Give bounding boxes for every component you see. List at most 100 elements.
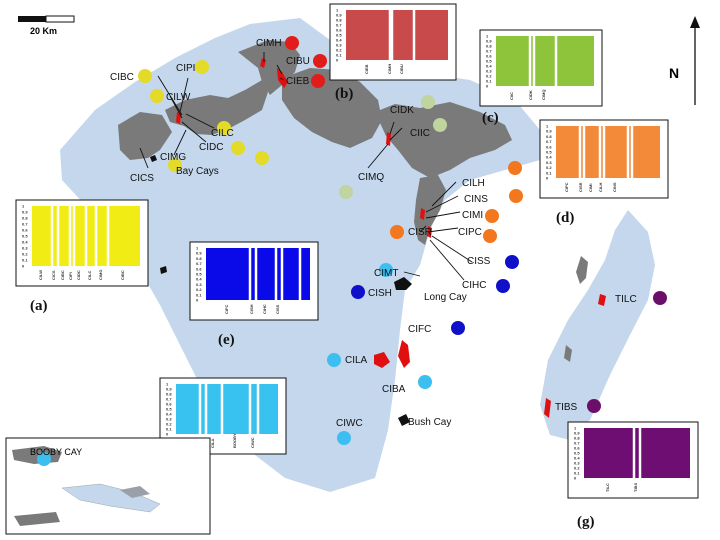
panel-ytick: 0.6 xyxy=(574,446,580,451)
east-caicos xyxy=(375,102,512,178)
site-label-ciwc: CIWC xyxy=(336,418,363,429)
grand-turk xyxy=(576,256,588,284)
panel-ytick: 0.7 xyxy=(486,49,492,54)
north-arrow: N xyxy=(669,16,700,105)
panel-ytick: 0.5 xyxy=(22,234,28,239)
site-dot-cifc[interactable] xyxy=(451,321,465,335)
panel-ytick: 0.9 xyxy=(336,13,342,18)
panel-ytick: 0.9 xyxy=(546,129,552,134)
site-dot-cieb[interactable] xyxy=(311,74,325,88)
site-dot-tilc[interactable] xyxy=(653,291,667,305)
panel-xtick: CIFC xyxy=(224,305,229,314)
panel-ytick: 0.6 xyxy=(486,54,492,59)
site-dot-cibu[interactable] xyxy=(313,54,327,68)
panel-b: 10.90.80.70.60.50.40.30.20.10 CIEB CIMH CIB… xyxy=(329,3,457,102)
site-labels: CIMH CIBU CIEB CIPI CIBC CILW CILC CIDC … xyxy=(110,38,637,429)
site-dot-cilh[interactable] xyxy=(508,161,522,175)
site-dot-cilw[interactable] xyxy=(150,89,164,103)
panel-ytick: 0.3 xyxy=(546,160,552,165)
panel-ytick: 0.6 xyxy=(22,228,28,233)
cay-west xyxy=(160,266,167,274)
panel-ytick: 1 xyxy=(196,246,199,251)
site-dot-cimi[interactable] xyxy=(485,209,499,223)
panel-xtick: CIIC xyxy=(509,92,514,100)
panel-ytick: 0.7 xyxy=(196,261,202,266)
site-label-cimh: CIMH xyxy=(256,38,282,49)
site-dot-cibc[interactable] xyxy=(138,69,152,83)
panel-ytick: 0.9 xyxy=(486,39,492,44)
site-dot-cihc[interactable] xyxy=(496,279,510,293)
place-bush-cay: Bush Cay xyxy=(408,417,451,428)
panel-xtick: CIPC xyxy=(564,182,569,192)
site-dot-cidk[interactable] xyxy=(421,95,435,109)
inset-site-dot[interactable] xyxy=(37,452,51,466)
site-dot-cimh[interactable] xyxy=(285,36,299,50)
reef-turks-2 xyxy=(544,398,551,418)
panel-ytick: 1 xyxy=(166,382,169,387)
site-label-cilw: CILW xyxy=(166,92,191,103)
panel-ytick: 0 xyxy=(574,476,577,481)
site-dot-cimt[interactable] xyxy=(379,263,393,277)
site-label-cimi: CIMI xyxy=(462,210,483,221)
panel-bar-area-c xyxy=(496,36,594,86)
inset-land-4 xyxy=(120,486,150,498)
panel-bar-area-e xyxy=(206,248,310,300)
site-dot-cimq[interactable] xyxy=(339,185,353,199)
panel-ytick: 0.7 xyxy=(22,222,28,227)
cay-bay xyxy=(150,155,157,162)
reef-middle xyxy=(386,132,391,146)
panel-xtick: CILH xyxy=(598,183,603,192)
site-dot-cimg[interactable] xyxy=(255,151,269,165)
panel-xtick: CIHC xyxy=(262,304,267,314)
site-dot-ciba[interactable] xyxy=(418,375,432,389)
panel-f: 10.90.80.70.60.50.40.30.20.10CIBACIMTCIL… xyxy=(159,377,287,488)
panel-ytick: 0 xyxy=(196,298,199,303)
reef-west xyxy=(176,112,181,124)
site-label-cifc: CIFC xyxy=(408,324,431,335)
site-dot-cila[interactable] xyxy=(327,353,341,367)
leader-cipc xyxy=(427,227,459,233)
site-dot-cipc[interactable] xyxy=(483,229,497,243)
panel-ytick: 0.2 xyxy=(486,74,492,79)
site-label-cins: CINS xyxy=(464,194,488,205)
site-dot-tibs[interactable] xyxy=(587,399,601,413)
leader-cibc xyxy=(157,75,183,116)
panel-ytick: 0.5 xyxy=(486,59,492,64)
panel-xtick: CIMG xyxy=(98,270,103,280)
panel-xtick: CIEB xyxy=(364,64,369,74)
site-dot-cics[interactable] xyxy=(168,158,182,172)
site-dot-cidc[interactable] xyxy=(231,141,245,155)
site-dot-cilc[interactable] xyxy=(217,121,231,135)
panel-ytick: 0.8 xyxy=(22,216,28,221)
panel-xtick: TIBS xyxy=(633,483,638,492)
panel-xtick: CISS xyxy=(275,304,280,314)
panel-xtick: CIBC xyxy=(60,270,65,280)
site-dot-cipi[interactable] xyxy=(195,60,209,74)
panel-ytick: 0.1 xyxy=(486,79,492,84)
site-label-cimt: CIMT xyxy=(374,268,398,279)
leader-cimi xyxy=(425,211,461,219)
site-leader-lines xyxy=(139,52,473,281)
site-dot-cish[interactable] xyxy=(351,285,365,299)
panel-label-a: (a) xyxy=(30,298,48,314)
scale-bar-black xyxy=(18,16,46,22)
booby-cay-inset: BOOBY CAY xyxy=(5,437,211,535)
site-dot-cisr[interactable] xyxy=(390,225,404,239)
panel-ytick: 1 xyxy=(22,204,25,209)
small-cays xyxy=(150,155,412,426)
north-label: N xyxy=(669,65,679,81)
panel-label-g: (g) xyxy=(577,514,595,530)
site-label-cidc: CIDC xyxy=(199,142,223,153)
site-dot-ciic[interactable] xyxy=(433,118,447,132)
site-dot-ciss[interactable] xyxy=(505,255,519,269)
panel-xtick: CIMI xyxy=(588,184,593,192)
inset-land-3 xyxy=(14,512,60,526)
panel-xtick: CIMQ xyxy=(541,90,546,100)
site-dot-cins[interactable] xyxy=(509,189,523,203)
site-dot-ciwc[interactable] xyxy=(337,431,351,445)
site-label-cilh: CILH xyxy=(462,178,485,189)
site-label-cimg: CIMG xyxy=(160,152,186,163)
panel-ytick: 0.5 xyxy=(336,33,342,38)
leader-cilc xyxy=(185,113,215,129)
